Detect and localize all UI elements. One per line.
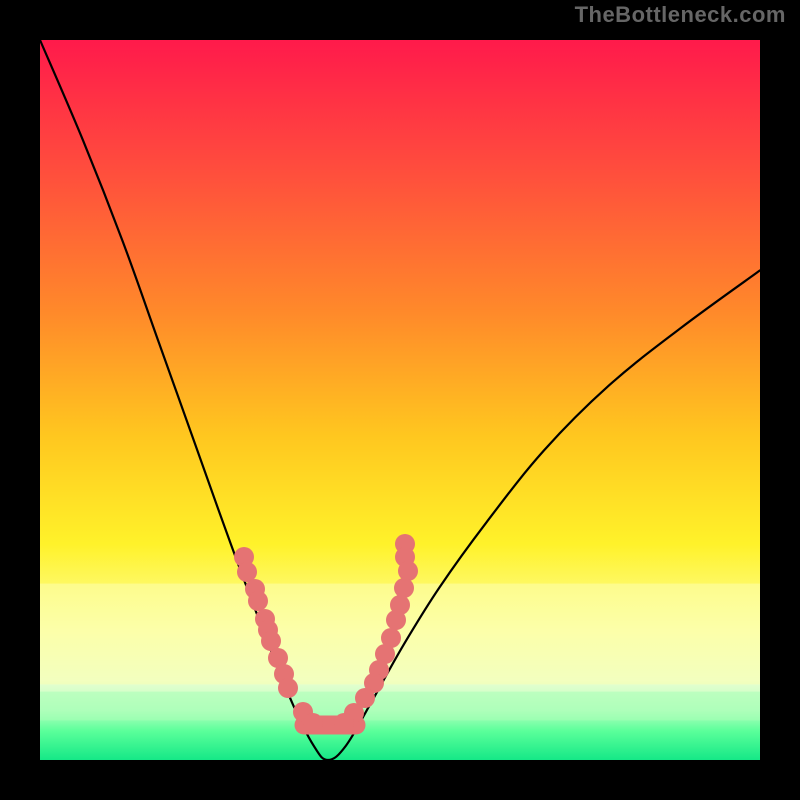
chart-canvas: TheBottleneck.com <box>0 0 800 800</box>
marker-dot <box>398 561 418 581</box>
watermark-text: TheBottleneck.com <box>575 2 786 28</box>
marker-dot <box>237 562 257 582</box>
chart-svg <box>0 0 800 800</box>
marker-dot <box>278 678 298 698</box>
green-band <box>40 692 760 721</box>
marker-dot <box>248 591 268 611</box>
marker-dot <box>394 578 414 598</box>
marker-dot <box>386 610 406 630</box>
marker-dot <box>334 713 354 733</box>
marker-dot <box>303 713 323 733</box>
